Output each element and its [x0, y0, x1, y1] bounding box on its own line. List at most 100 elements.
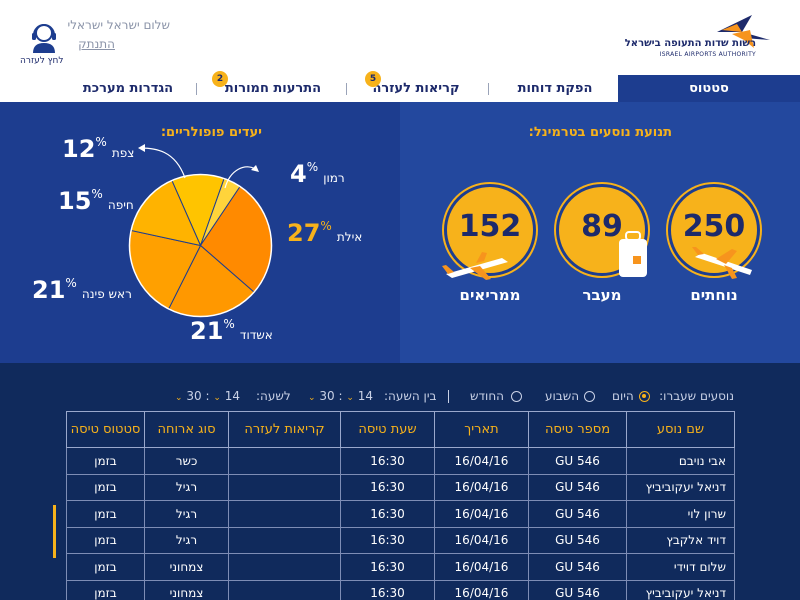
- flight-number-cell: GU 546: [528, 579, 627, 600]
- col-flight-time[interactable]: שעת טיסה: [340, 411, 435, 448]
- filter-divider: [448, 390, 449, 403]
- tab-reports[interactable]: הפקת דוחות: [517, 81, 593, 96]
- filter-month-label[interactable]: החודש: [470, 389, 505, 403]
- popular-destinations-panel: יעדים פופולריים: צפת 12% רמון 4% חיפה 15…: [0, 102, 400, 363]
- logo-subtitle: ISRAEL AIRPORTS AUTHORITY: [659, 51, 756, 58]
- tab-divider: [196, 83, 197, 95]
- flight-number-cell: GU 546: [528, 500, 627, 528]
- meal-type-cell: רגיל: [144, 526, 229, 554]
- airport-logo: [592, 10, 772, 65]
- passengers-title: תנועת נוסעים בטרמינל:: [528, 125, 672, 140]
- col-flight-status[interactable]: סטטוס טיסה: [66, 411, 145, 448]
- col-meal-type[interactable]: סוג ארוחה: [144, 411, 229, 448]
- landing-label: נוחתים: [690, 286, 738, 304]
- flight-time-cell: 16:30: [340, 500, 435, 528]
- meal-type-cell: רגיל: [144, 473, 229, 501]
- dest-rosh-pina: ראש פינה 21%: [32, 276, 132, 304]
- departing-counter: 152: [444, 184, 536, 276]
- date-cell: 16/04/16: [434, 473, 529, 501]
- filter-week-label[interactable]: השבוע: [545, 389, 580, 403]
- flight-status-cell: בזמן: [66, 579, 145, 600]
- flight-time-cell: 16:30: [340, 553, 435, 581]
- passenger-filters: נוסעים שעברו: היום השבוע החודש בין השעה:…: [0, 385, 800, 407]
- flight-status-cell: בזמן: [66, 447, 145, 475]
- passenger-name-cell: אבי נויבם: [626, 447, 735, 475]
- to-time-select[interactable]: 14 ⌄ : 30 ⌄: [175, 389, 241, 403]
- col-date[interactable]: תאריך: [434, 411, 529, 448]
- tab-system-settings[interactable]: הגדרות מערכת: [82, 81, 174, 96]
- filter-month-radio[interactable]: [511, 391, 522, 402]
- flight-time-cell: 16:30: [340, 447, 435, 475]
- header: רשות שדות התעופה בישראל ISRAEL AIRPORTS …: [0, 0, 800, 75]
- help-calls-cell: [228, 473, 341, 501]
- headset-icon: [32, 24, 56, 53]
- flight-status-cell: בזמן: [66, 500, 145, 528]
- meal-type-cell: כשר: [144, 447, 229, 475]
- from-time-select[interactable]: 14 ⌄ : 30 ⌄: [308, 389, 374, 403]
- date-cell: 16/04/16: [434, 447, 529, 475]
- table-row[interactable]: שרון לוי GU 546 16/04/16 16:30 רגיל בזמן: [66, 500, 735, 528]
- passenger-name-cell: שלום דוידי: [626, 553, 735, 581]
- tab-help-calls[interactable]: קריאות לעזרה: [372, 81, 460, 96]
- tab-divider: [346, 83, 347, 95]
- col-flight-number[interactable]: מספר טיסה: [528, 411, 627, 448]
- chevron-down-icon: ⌄: [213, 393, 221, 403]
- table-header-row: שם נוסע מספר טיסה תאריך שעת טיסה קריאות …: [66, 411, 735, 448]
- table-row[interactable]: דניאל יעקוביביץ GU 546 16/04/16 16:30 צמחוני…: [66, 579, 735, 600]
- date-cell: 16/04/16: [434, 526, 529, 554]
- filter-today-label[interactable]: היום: [612, 389, 634, 403]
- table-scrollbar[interactable]: [53, 505, 56, 558]
- table-row[interactable]: דויד אלקבץ GU 546 16/04/16 16:30 רגיל בזמן: [66, 526, 735, 554]
- flight-number-cell: GU 546: [528, 553, 627, 581]
- flight-status-cell: בזמן: [66, 526, 145, 554]
- help-calls-cell: [228, 526, 341, 554]
- col-passenger-name[interactable]: שם נוסע: [626, 411, 735, 448]
- filter-week-radio[interactable]: [584, 391, 595, 402]
- tab-severe-alerts[interactable]: התרעות חמורות: [224, 81, 322, 96]
- logout-link[interactable]: התנתק: [78, 37, 115, 51]
- main-tabs: סטטוס הפקת דוחות קריאות לעזרה 5 התרעות ח…: [0, 71, 800, 102]
- destinations-title: יעדים פופולריים:: [160, 125, 262, 140]
- dest-haifa: חיפה 15%: [58, 187, 134, 215]
- flight-time-cell: 16:30: [340, 579, 435, 600]
- destinations-pie-chart: [128, 173, 273, 318]
- passengers-table: שם נוסע מספר טיסה תאריך שעת טיסה קריאות …: [66, 411, 735, 600]
- meal-type-cell: צמחוני: [144, 579, 229, 600]
- filter-today-radio[interactable]: [639, 391, 650, 402]
- chevron-down-icon: ⌄: [346, 393, 354, 403]
- table-row[interactable]: שלום דוידי GU 546 16/04/16 16:30 צמחוני בזמן: [66, 553, 735, 581]
- chevron-down-icon: ⌄: [308, 393, 316, 403]
- flight-number-cell: GU 546: [528, 473, 627, 501]
- chevron-down-icon: ⌄: [175, 393, 183, 403]
- filter-label: נוסעים שעברו:: [659, 389, 734, 403]
- support-button[interactable]: [22, 20, 66, 58]
- table-row[interactable]: אבי נויבם GU 546 16/04/16 16:30 כשר בזמן: [66, 447, 735, 475]
- flight-status-cell: בזמן: [66, 553, 145, 581]
- dest-eilat: אילת 27%: [287, 219, 363, 247]
- col-help-calls[interactable]: קריאות לעזרה: [228, 411, 341, 448]
- flight-time-cell: 16:30: [340, 526, 435, 554]
- passenger-name-cell: שרון לוי: [626, 500, 735, 528]
- terminal-passengers-panel: תנועת נוסעים בטרמינל: 250 נוחתים 89 מעבר…: [400, 102, 800, 363]
- takeoff-plane-icon: [442, 252, 508, 280]
- help-calls-cell: [228, 553, 341, 581]
- date-cell: 16/04/16: [434, 579, 529, 600]
- passenger-name-cell: דניאל יעקוביביץ: [626, 579, 735, 600]
- flight-status-cell: בזמן: [66, 473, 145, 501]
- passenger-name-cell: דניאל יעקוביביץ: [626, 473, 735, 501]
- transit-counter: 89: [556, 184, 648, 276]
- tab-divider: [488, 83, 489, 95]
- help-calls-cell: [228, 447, 341, 475]
- luggage-icon: [619, 231, 647, 277]
- callout-arrows: [138, 144, 259, 189]
- meal-type-cell: רגיל: [144, 500, 229, 528]
- date-cell: 16/04/16: [434, 500, 529, 528]
- table-row[interactable]: דניאל יעקוביביץ GU 546 16/04/16 16:30 רגיל בז…: [66, 473, 735, 501]
- meal-type-cell: צמחוני: [144, 553, 229, 581]
- logo-text: רשות שדות התעופה בישראל: [624, 38, 756, 49]
- tab-status[interactable]: סטטוס: [618, 75, 800, 102]
- help-calls-cell: [228, 579, 341, 600]
- from-hour-label: בין השעה:: [384, 389, 437, 403]
- landing-plane-icon: [692, 247, 752, 279]
- pie-outline: [128, 173, 273, 318]
